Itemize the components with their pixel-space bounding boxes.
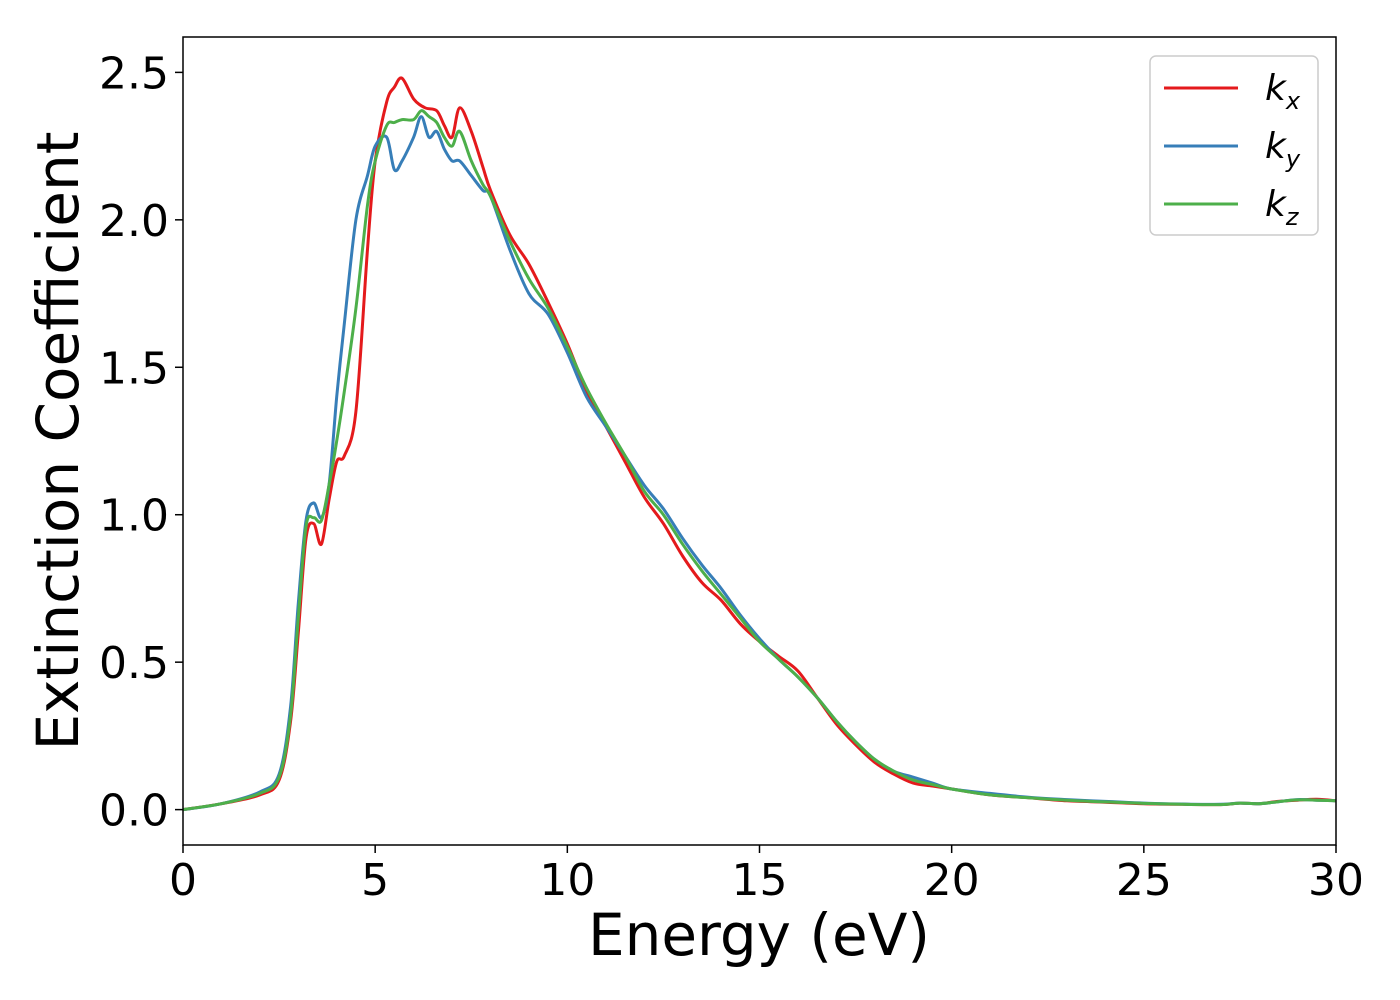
y-tick-label: 0.0 [99, 786, 169, 837]
x-tick-label: 25 [1116, 855, 1172, 906]
x-tick-label: 15 [732, 855, 788, 906]
y-tick-label: 1.0 [99, 491, 169, 542]
y-tick-label: 1.5 [99, 343, 169, 394]
x-tick-label: 0 [169, 855, 197, 906]
y-tick-label: 2.5 [99, 48, 169, 99]
y-tick-label: 0.5 [99, 638, 169, 689]
x-tick-label: 10 [539, 855, 595, 906]
series-line-kz [183, 109, 1336, 812]
x-tick-label: 30 [1308, 855, 1364, 906]
y-axis: 0.0 0.5 1.0 1.5 2.0 2.5 [99, 48, 183, 837]
series-layer [183, 76, 1336, 812]
y-tick-label: 2.0 [99, 196, 169, 247]
x-axis: 0 5 10 15 20 25 30 [169, 845, 1364, 906]
x-axis-title: Energy (eV) [588, 901, 930, 969]
y-axis-title: Extinction Coefficient [24, 132, 92, 751]
x-tick-label: 20 [924, 855, 980, 906]
x-tick-label: 5 [361, 855, 389, 906]
